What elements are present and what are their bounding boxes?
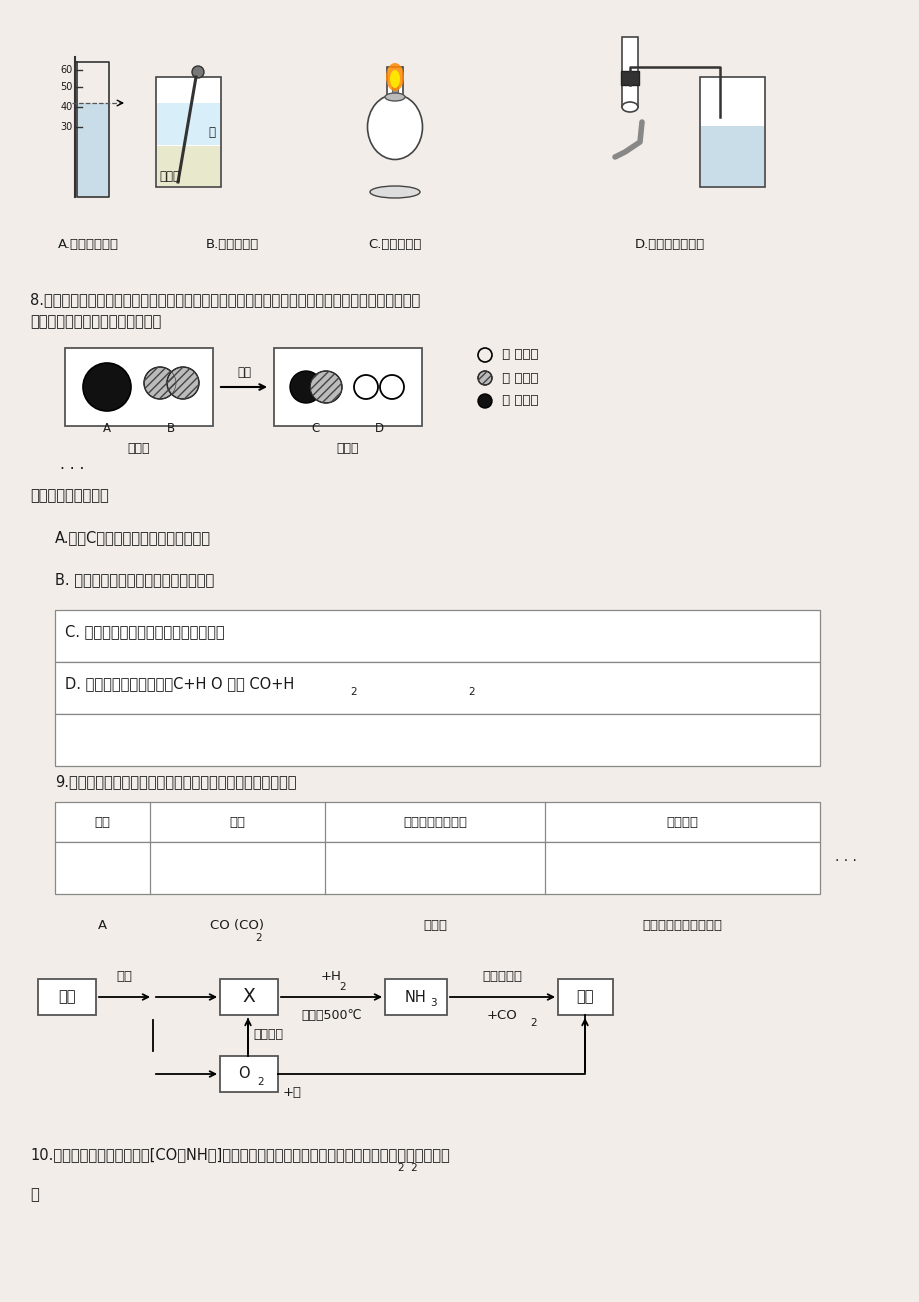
Text: D. 该反应的化学方程式为C+H O 高温 CO+H: D. 该反应的化学方程式为C+H O 高温 CO+H: [65, 676, 294, 691]
Text: 浓硫酸: 浓硫酸: [159, 171, 180, 184]
Text: B.稀释浓硫酸: B.稀释浓硫酸: [205, 238, 258, 251]
Text: 40: 40: [61, 102, 73, 112]
Text: 8.宏观、微观、符号相结合是化学学科特有的思维方式。工业上常将煤洗选加工后用于制备水煤气，: 8.宏观、微观、符号相结合是化学学科特有的思维方式。工业上常将煤洗选加工后用于制…: [30, 292, 420, 307]
Text: 其反应的微观示意图如下图所示：: 其反应的微观示意图如下图所示：: [30, 314, 161, 329]
Bar: [391, 82, 398, 92]
Bar: [558, 979, 612, 1016]
Text: 加压，500℃: 加压，500℃: [301, 1009, 361, 1022]
Text: 一 氢原子: 一 氢原子: [497, 349, 538, 362]
Bar: [387, 66, 403, 98]
Bar: [620, 72, 639, 85]
Text: 低温、加压: 低温、加压: [482, 970, 522, 983]
Bar: [55, 611, 819, 661]
Ellipse shape: [621, 102, 637, 112]
Text: 反应前: 反应前: [128, 441, 150, 454]
Text: 反应后: 反应后: [336, 441, 358, 454]
Bar: [699, 77, 765, 187]
Text: 2: 2: [256, 1077, 264, 1087]
Ellipse shape: [369, 186, 420, 198]
Text: D: D: [374, 422, 383, 435]
Text: CO (CO): CO (CO): [210, 919, 265, 932]
Text: +CO: +CO: [486, 1009, 517, 1022]
Text: C. 该反应前后各元素化合价都没有变化: C. 该反应前后各元素化合价都没有变化: [65, 624, 224, 639]
Text: A: A: [103, 422, 111, 435]
Circle shape: [478, 395, 492, 408]
Text: · · ·: · · ·: [60, 462, 85, 477]
Text: 除杂试剂（足量）: 除杂试剂（足量）: [403, 815, 467, 828]
Text: 空气: 空气: [58, 990, 75, 1005]
Text: 9.下列选用试剂和实验操作都正确的是（括号内物质为杂质）: 9.下列选用试剂和实验操作都正确的是（括号内物质为杂质）: [55, 773, 296, 789]
Text: 50: 50: [61, 82, 73, 92]
Bar: [157, 103, 220, 145]
Circle shape: [83, 363, 130, 411]
Bar: [274, 348, 422, 426]
Circle shape: [167, 367, 199, 398]
Text: 3: 3: [429, 999, 437, 1008]
Circle shape: [289, 371, 322, 404]
Text: A.读出液体体积: A.读出液体体积: [57, 238, 119, 251]
Text: 2: 2: [339, 982, 346, 992]
Text: 水: 水: [208, 125, 215, 138]
Bar: [157, 146, 220, 186]
Ellipse shape: [367, 95, 422, 160]
Text: C: C: [312, 422, 320, 435]
Text: 2: 2: [349, 687, 357, 697]
Text: A.物质C是由碳、氧两种元素组成的；: A.物质C是由碳、氧两种元素组成的；: [55, 530, 210, 546]
Text: 气体通过灼热的氧化铜: 气体通过灼热的氧化铜: [641, 919, 721, 932]
Bar: [220, 979, 278, 1016]
Text: 2  2: 2 2: [398, 1163, 417, 1173]
Text: B: B: [166, 422, 175, 435]
Text: 尿素: 尿素: [575, 990, 593, 1005]
Bar: [55, 661, 819, 713]
Circle shape: [144, 367, 176, 398]
Circle shape: [478, 371, 492, 385]
Text: 分离: 分离: [117, 970, 132, 983]
Bar: [156, 77, 221, 187]
Text: 是: 是: [30, 1187, 39, 1202]
Text: O: O: [238, 1066, 250, 1082]
Bar: [55, 802, 819, 842]
Text: 物质: 物质: [229, 815, 245, 828]
Bar: [78, 103, 108, 197]
Ellipse shape: [386, 62, 403, 91]
Bar: [65, 348, 213, 426]
Text: 选项: 选项: [95, 815, 110, 828]
Text: +煤: +煤: [283, 1086, 301, 1099]
Text: NH: NH: [404, 990, 426, 1005]
Text: 高温: 高温: [237, 366, 251, 379]
Text: 2: 2: [530, 1018, 537, 1029]
Text: 60: 60: [61, 65, 73, 76]
Text: 供给能量: 供给能量: [253, 1029, 283, 1042]
Circle shape: [192, 66, 204, 78]
Text: C.点燃酒精灯: C.点燃酒精灯: [368, 238, 421, 251]
Ellipse shape: [390, 70, 400, 89]
Bar: [38, 979, 96, 1016]
Text: · · ·: · · ·: [834, 854, 856, 868]
Text: 一 碳原子: 一 碳原子: [497, 395, 538, 408]
Bar: [55, 713, 819, 766]
Text: 氧化铜: 氧化铜: [423, 919, 447, 932]
Text: 下列说法不正确的是: 下列说法不正确的是: [30, 488, 108, 503]
Text: X: X: [243, 987, 255, 1006]
Text: 操作方法: 操作方法: [665, 815, 698, 828]
Text: +H: +H: [321, 970, 342, 983]
Bar: [55, 842, 819, 894]
Bar: [621, 36, 637, 107]
Bar: [220, 1056, 278, 1092]
Text: B. 该反应前后原子的种类没有发生变化: B. 该反应前后原子的种类没有发生变化: [55, 572, 214, 587]
Bar: [700, 126, 763, 186]
Text: 2: 2: [255, 934, 262, 943]
Circle shape: [310, 371, 342, 404]
Text: 30: 30: [61, 122, 73, 132]
Text: 2: 2: [468, 687, 474, 697]
Ellipse shape: [384, 92, 404, 102]
Text: A: A: [97, 919, 107, 932]
Text: D.检查装置气密性: D.检查装置气密性: [634, 238, 704, 251]
Text: 10.以空气等为原料合成尿素[CO（NH）]的流程（部分产物略去），如下图所示。下列说法不正确的: 10.以空气等为原料合成尿素[CO（NH）]的流程（部分产物略去），如下图所示。…: [30, 1147, 449, 1161]
Text: 一 氧原子: 一 氧原子: [497, 371, 538, 384]
Bar: [384, 979, 447, 1016]
